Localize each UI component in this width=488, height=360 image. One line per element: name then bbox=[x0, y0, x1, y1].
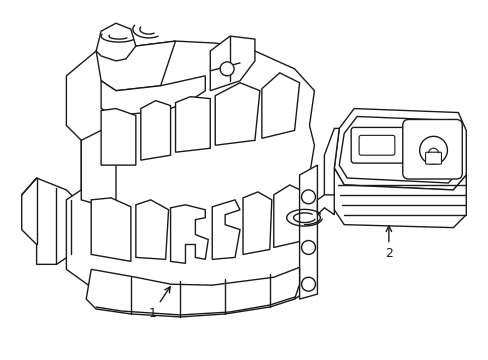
Polygon shape bbox=[136, 200, 168, 260]
Circle shape bbox=[419, 136, 447, 164]
Circle shape bbox=[301, 190, 315, 204]
FancyBboxPatch shape bbox=[350, 127, 404, 163]
Polygon shape bbox=[273, 185, 304, 247]
Polygon shape bbox=[101, 109, 136, 165]
Polygon shape bbox=[96, 23, 136, 61]
Polygon shape bbox=[96, 41, 175, 91]
FancyBboxPatch shape bbox=[358, 135, 394, 155]
Polygon shape bbox=[210, 36, 254, 91]
Polygon shape bbox=[170, 205, 208, 264]
Polygon shape bbox=[334, 168, 466, 228]
Text: 2: 2 bbox=[384, 247, 392, 260]
Polygon shape bbox=[324, 129, 339, 210]
Polygon shape bbox=[334, 109, 466, 190]
Text: 1: 1 bbox=[148, 307, 156, 320]
FancyBboxPatch shape bbox=[402, 120, 461, 179]
Polygon shape bbox=[86, 267, 299, 317]
Polygon shape bbox=[317, 195, 334, 215]
Polygon shape bbox=[243, 192, 271, 255]
Polygon shape bbox=[101, 76, 205, 116]
Polygon shape bbox=[66, 41, 317, 309]
Polygon shape bbox=[175, 96, 210, 152]
Polygon shape bbox=[81, 130, 116, 210]
Polygon shape bbox=[21, 178, 81, 264]
Polygon shape bbox=[299, 165, 317, 299]
Polygon shape bbox=[262, 73, 299, 138]
Circle shape bbox=[301, 277, 315, 291]
Circle shape bbox=[301, 240, 315, 255]
Polygon shape bbox=[141, 100, 170, 160]
Circle shape bbox=[220, 62, 234, 76]
Polygon shape bbox=[212, 200, 240, 260]
Polygon shape bbox=[91, 198, 131, 261]
FancyBboxPatch shape bbox=[425, 152, 441, 164]
Polygon shape bbox=[215, 83, 259, 145]
